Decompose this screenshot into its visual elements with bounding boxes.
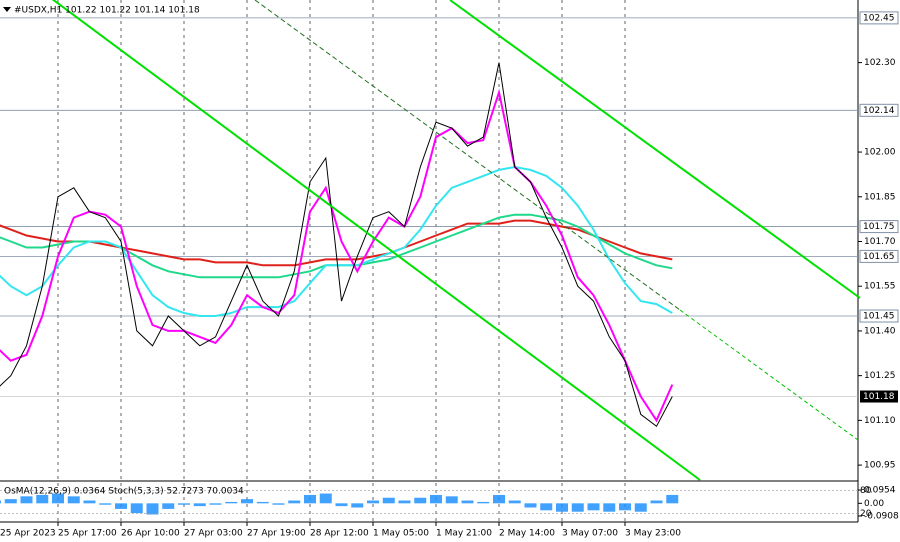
osma-bar [587, 503, 600, 511]
osma-bar [0, 500, 1, 504]
y-tick-label: 101.85 [864, 192, 896, 202]
osma-bar [603, 503, 616, 512]
osma-bar [272, 503, 285, 505]
y-tick-label: 101.55 [864, 282, 896, 292]
osma-bar [193, 503, 206, 507]
osma-bar [304, 494, 316, 504]
level-label-box [859, 11, 899, 25]
osma-bar [414, 497, 427, 504]
osma-bar [666, 494, 679, 504]
x-tick-label: 3 May 07:00 [562, 529, 618, 539]
osma-bar [99, 503, 112, 505]
y-tick-label: 101.40 [864, 326, 896, 336]
y-tick-label: 100.95 [864, 461, 896, 471]
osma-bar [430, 494, 442, 504]
osma-bar [367, 500, 379, 504]
osma-bar [319, 493, 332, 504]
osma-bar [524, 503, 537, 508]
osma-bar [650, 500, 663, 504]
level-label: 101.45 [863, 312, 895, 322]
series-line [0, 88, 674, 423]
level-label-box [859, 220, 899, 234]
x-tick-label: 26 Apr 10:00 [121, 529, 180, 539]
osma-bar [634, 503, 647, 512]
x-tick-label: 28 Apr 12:00 [310, 529, 369, 539]
x-tick-label: 1 May 05:00 [373, 529, 429, 539]
channel-line [51, 0, 701, 481]
stoch-level-label: 20 [860, 509, 872, 519]
osma-bar [398, 500, 411, 504]
osma-bar [461, 500, 474, 504]
osma-bar [52, 493, 64, 504]
osma-bar [335, 503, 348, 507]
y-tick-label: 102.30 [864, 58, 896, 68]
level-label: 102.14 [863, 106, 895, 116]
stoch-level-label: 80 [860, 486, 872, 496]
x-tick-label: 2 May 14:00 [499, 529, 555, 539]
level-label: 101.75 [863, 222, 895, 232]
level-label-box [859, 103, 899, 117]
osma-bar [4, 499, 17, 504]
series-line [0, 219, 673, 267]
current-price-box [860, 390, 898, 403]
osma-bar [115, 503, 127, 509]
osma-bar [146, 503, 159, 515]
osma-bar [508, 500, 521, 504]
osma-bar [162, 503, 175, 509]
osma-bar [445, 496, 458, 504]
osma-bar [382, 497, 395, 504]
osma-bar [493, 494, 505, 504]
y-tick-label: 102.00 [864, 148, 896, 158]
indicator-title: OsMA(12,26,9) 0.0364 Stoch(5,3,3) 52.727… [4, 487, 244, 497]
indicator-tick-label: -0.0908 [864, 512, 899, 522]
osma-bar [130, 503, 143, 514]
x-tick-label: 25 Apr 17:00 [58, 529, 117, 539]
osma-bar [225, 501, 238, 504]
osma-bar [178, 503, 190, 505]
osma-bar [556, 503, 568, 512]
indicator-tick-label: 0.00 [864, 499, 884, 509]
channel-extension [679, 309, 859, 441]
x-tick-label: 27 Apr 03:00 [184, 529, 243, 539]
level-label-box [859, 309, 899, 323]
osma-bar [571, 503, 584, 512]
y-tick-label: 101.25 [864, 371, 896, 381]
osma-bar [241, 499, 253, 504]
level-label: 101.65 [863, 252, 895, 262]
y-tick-label: 101.10 [864, 416, 896, 426]
channel-line [449, 0, 861, 299]
osma-bar [256, 501, 269, 504]
osma-bar [209, 503, 222, 505]
osma-bar [67, 496, 80, 504]
current-price-label: 101.18 [863, 392, 895, 402]
osma-bar [288, 500, 301, 504]
osma-bar [36, 494, 49, 504]
osma-bar [477, 501, 490, 504]
osma-bar [20, 496, 33, 504]
level-label: 102.45 [863, 13, 895, 23]
osma-bar [83, 500, 96, 504]
series-line [0, 62, 673, 428]
indicator-tick-label: 0.0954 [864, 486, 896, 496]
osma-bar [351, 503, 364, 508]
x-tick-label: 3 May 23:00 [625, 529, 681, 539]
x-tick-label: 27 Apr 19:00 [247, 529, 306, 539]
x-tick-label: 1 May 21:00 [436, 529, 492, 539]
y-tick-label: 101.70 [864, 237, 896, 247]
series-line [0, 165, 673, 317]
level-label-box [859, 249, 899, 263]
chart-title: #USDX,H1 101.22 101.22 101.14 101.18 [14, 6, 200, 16]
x-tick-label: 25 Apr 2023 [0, 529, 56, 539]
osma-bar [619, 503, 631, 511]
menu-arrow [3, 7, 11, 12]
osma-bar [540, 503, 553, 511]
